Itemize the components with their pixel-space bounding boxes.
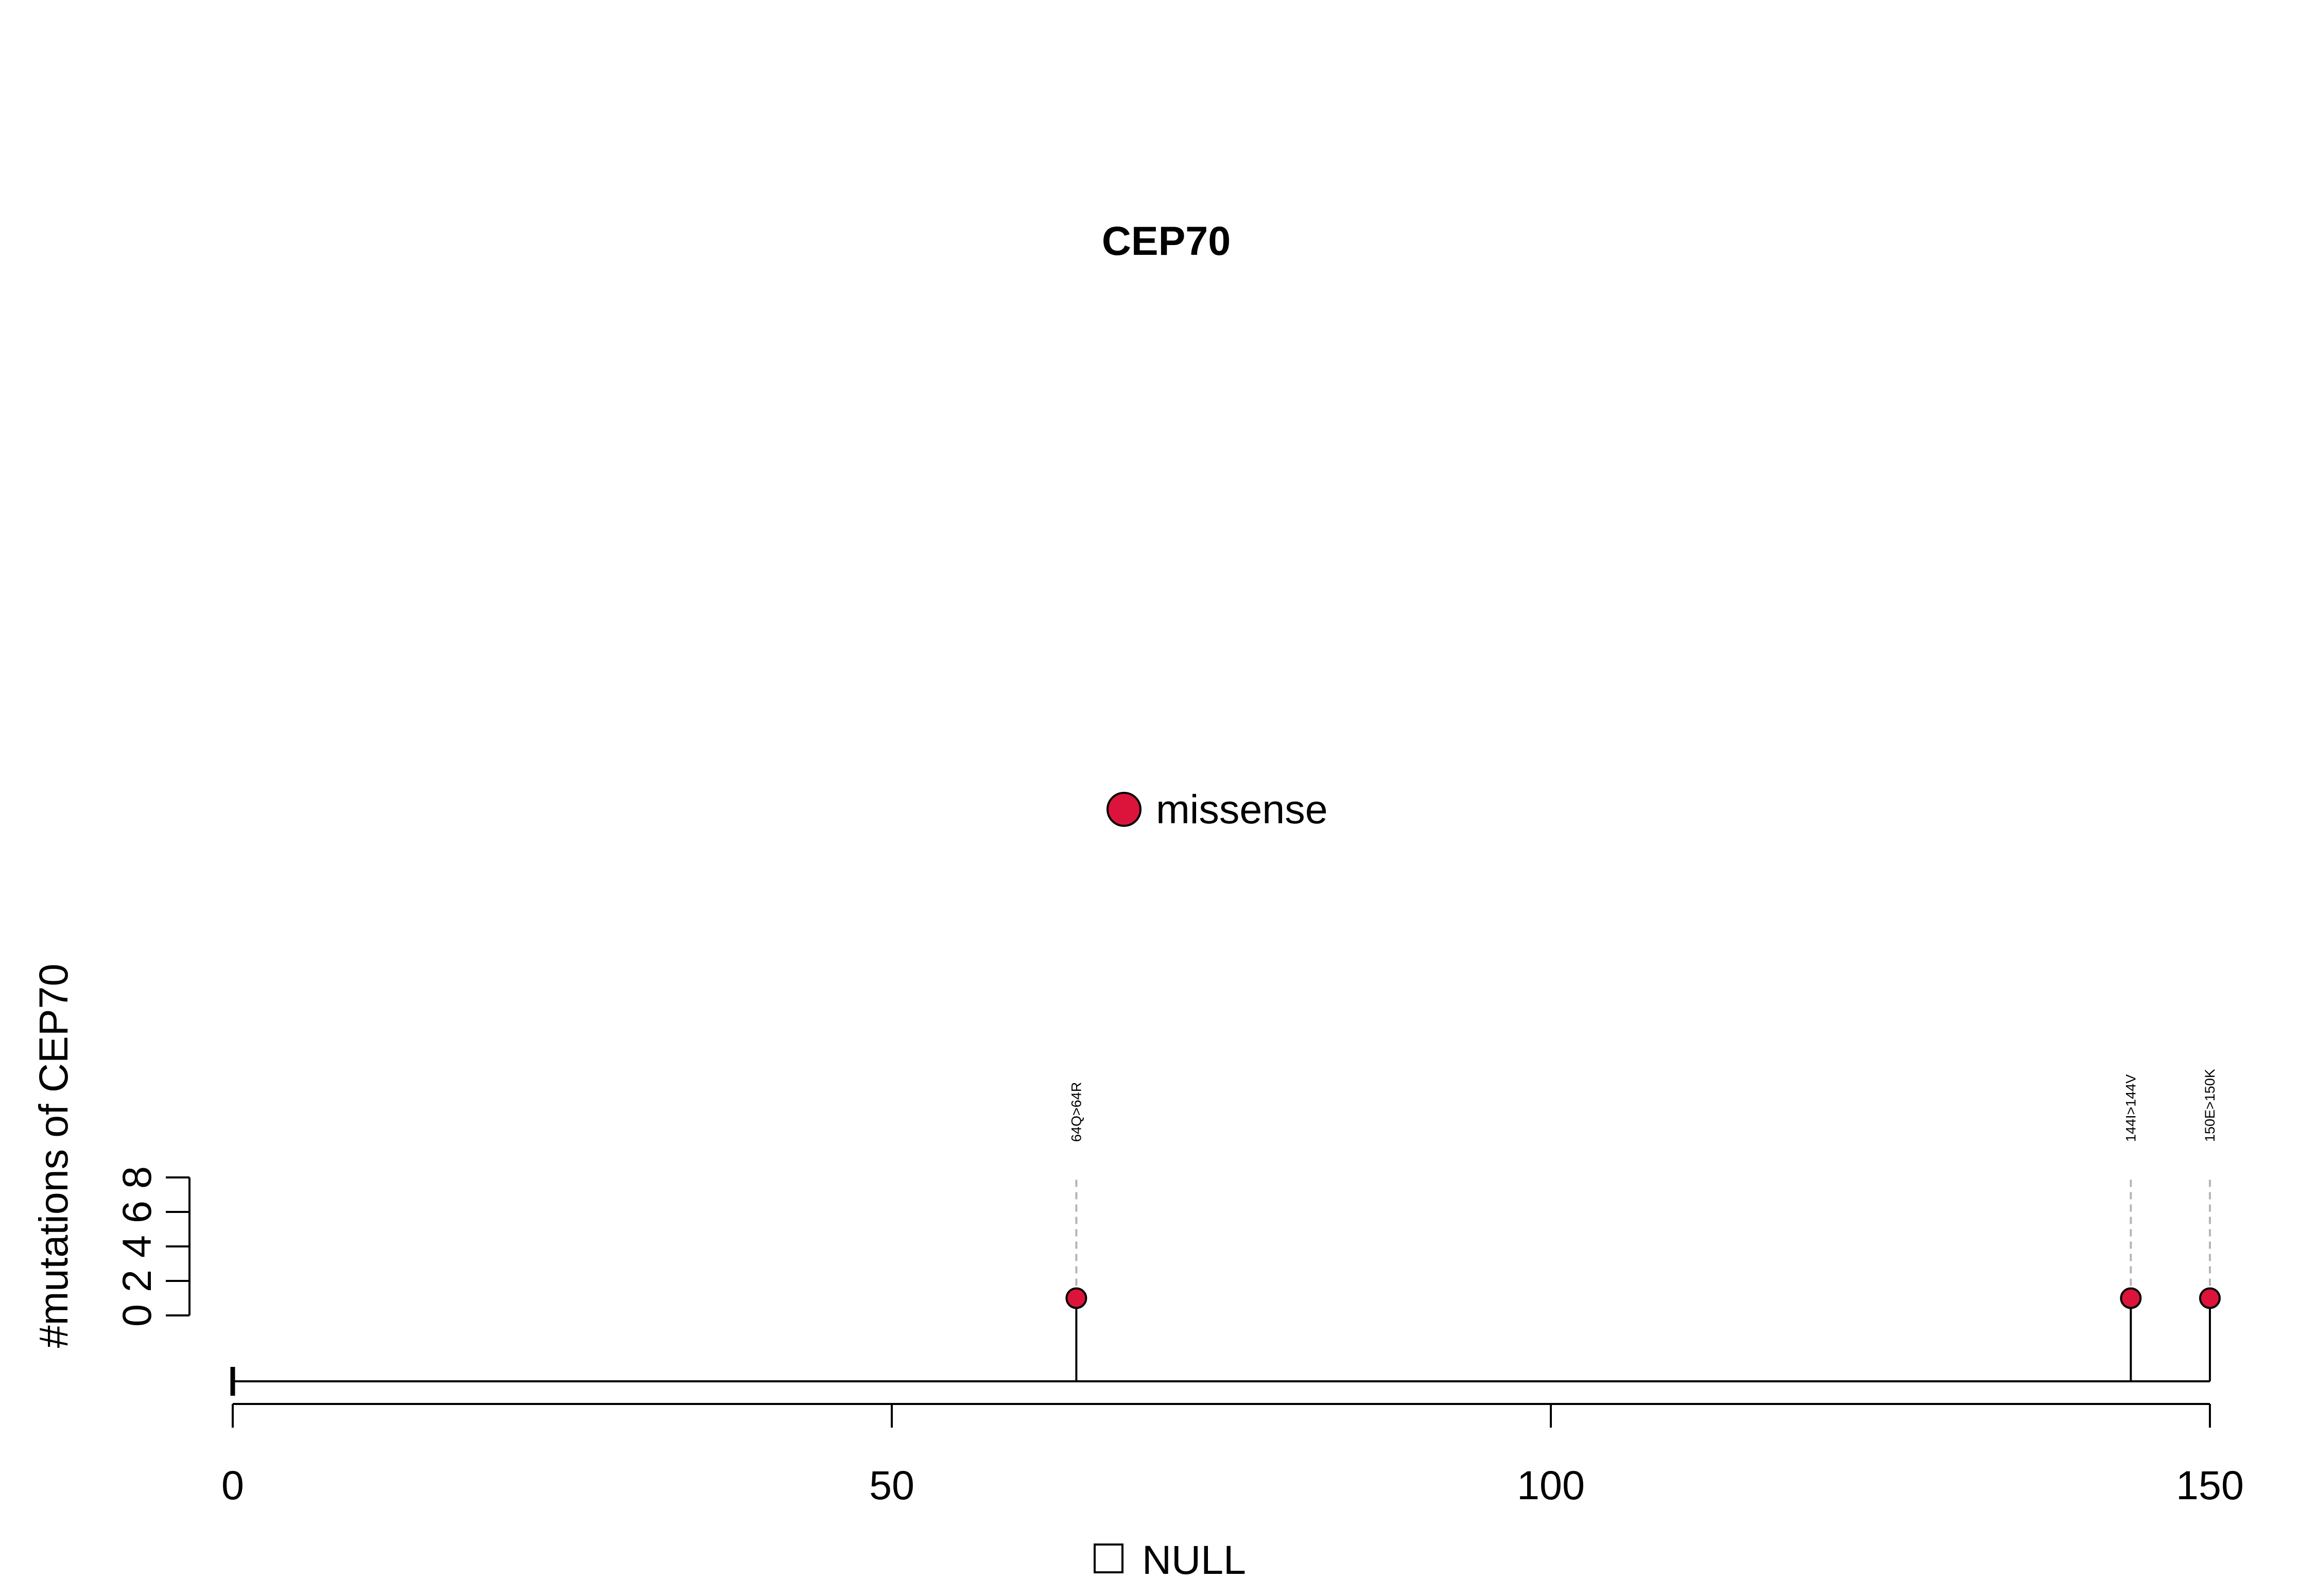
domain-legend-null-box	[1094, 1543, 1123, 1573]
y-tick-label: 6	[114, 1201, 160, 1223]
x-tick-label: 50	[869, 1462, 914, 1508]
y-tick-label: 2	[114, 1270, 160, 1292]
y-tick-label: 0	[114, 1304, 160, 1327]
lollipop-head	[2199, 1287, 2221, 1309]
y-axis: 0 2 4 6 8	[114, 1166, 191, 1327]
x-tick-label: 0	[221, 1462, 244, 1508]
x-axis: 0 50 100 150	[221, 1403, 2244, 1508]
mutation-lollipops: 64Q>64R 144I>144V 150E>150K	[1065, 1069, 2221, 1381]
lollipop-head	[2120, 1287, 2142, 1309]
legend-missense-marker	[1106, 792, 1142, 827]
domain-legend-null-label: NULL	[1142, 1537, 1246, 1583]
mutation-lollipop: 64Q>64R	[1065, 1082, 1087, 1381]
x-tick-label: 150	[2176, 1462, 2244, 1508]
mutation-lollipop: 150E>150K	[2199, 1069, 2221, 1381]
protein-backbone	[230, 1367, 2210, 1396]
legend-missense-label: missense	[1156, 786, 1328, 832]
y-tick-label: 4	[114, 1235, 160, 1258]
y-tick-label: 8	[114, 1166, 160, 1189]
domain-legend: NULL	[1094, 1537, 1246, 1583]
lollipop-head	[1065, 1287, 1087, 1309]
mutation-label: 150E>150K	[2202, 1069, 2218, 1142]
chart-title: CEP70	[1102, 218, 1231, 264]
mutation-label: 144I>144V	[2123, 1074, 2138, 1142]
mutation-lollipop: 144I>144V	[2120, 1074, 2142, 1381]
x-tick-label: 100	[1517, 1462, 1585, 1508]
mutation-label: 64Q>64R	[1068, 1082, 1084, 1142]
mutation-legend: missense	[1106, 786, 1328, 832]
y-axis-label: #mutations of CEP70	[30, 964, 76, 1348]
